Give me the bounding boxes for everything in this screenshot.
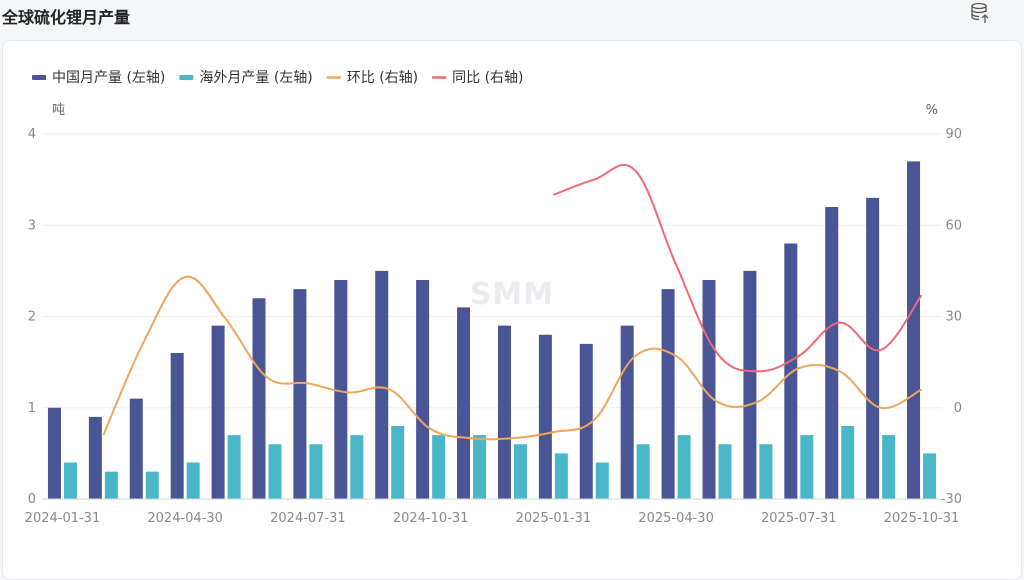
page-title: 全球硫化锂月产量	[2, 8, 131, 27]
bar-overseas[interactable]	[882, 435, 896, 499]
bar-china[interactable]	[293, 289, 307, 499]
bar-overseas[interactable]	[554, 453, 568, 499]
bar-overseas[interactable]	[759, 444, 773, 499]
x-tick-label: 2025-04-30	[638, 511, 714, 526]
bar-china[interactable]	[88, 416, 102, 499]
bar-overseas[interactable]	[227, 435, 241, 499]
bar-china[interactable]	[620, 325, 634, 499]
bar-overseas[interactable]	[268, 444, 282, 499]
bar-overseas[interactable]	[636, 444, 650, 499]
bar-overseas[interactable]	[432, 435, 446, 499]
legend-item-yoy[interactable]: 同比 (右轴)	[432, 70, 524, 86]
x-tick-label: 2024-07-31	[270, 511, 346, 526]
bar-china[interactable]	[457, 307, 471, 499]
bar-china[interactable]	[211, 325, 225, 499]
bar-china[interactable]	[538, 334, 552, 499]
y-right-tick-label: 0	[954, 401, 962, 416]
legend: 中国月产量 (左轴) 海外月产量 (左轴) 环比 (右轴) 同比 (右轴)	[32, 70, 524, 86]
y-right-tick-label: 30	[945, 310, 962, 325]
y-left-tick-label: 0	[28, 492, 36, 507]
database-export-icon[interactable]	[970, 2, 990, 24]
bar-overseas[interactable]	[309, 444, 323, 499]
legend-item-china[interactable]: 中国月产量 (左轴)	[32, 70, 165, 86]
y-left-tick-label: 3	[28, 218, 36, 233]
legend-label: 海外月产量 (左轴)	[199, 70, 312, 86]
y-right-tick-label: 60	[945, 218, 962, 233]
line-mom[interactable]	[102, 275, 922, 441]
y-left-tick-label: 2	[28, 310, 36, 325]
legend-label: 同比 (右轴)	[452, 70, 523, 86]
bar-overseas[interactable]	[186, 462, 200, 500]
y-right-unit: %	[926, 103, 938, 118]
x-tick-label: 2025-07-31	[761, 511, 837, 526]
bar-overseas[interactable]	[473, 435, 487, 499]
legend-swatch	[32, 75, 46, 80]
bar-china[interactable]	[661, 289, 675, 499]
bar-overseas[interactable]	[677, 435, 691, 499]
legend-label: 环比 (右轴)	[347, 70, 418, 86]
bar-china[interactable]	[907, 161, 921, 499]
x-tick-label: 2024-10-31	[393, 511, 469, 526]
bar-china[interactable]	[743, 270, 757, 499]
x-tick-label: 2025-10-31	[884, 511, 960, 526]
bar-overseas[interactable]	[350, 435, 364, 499]
bar-overseas[interactable]	[104, 471, 118, 499]
bar-overseas[interactable]	[923, 453, 937, 499]
bar-china[interactable]	[579, 343, 593, 499]
bar-overseas[interactable]	[391, 426, 405, 499]
y-left-tick-label: 1	[28, 401, 36, 416]
x-tick-label: 2024-04-30	[147, 511, 223, 526]
axes: 0 1 2 3 4 -30 0 30 60 90 吨 % 2024-01-31 2024-04-30 202…	[25, 103, 962, 526]
bars	[47, 161, 937, 500]
bar-china[interactable]	[129, 398, 143, 499]
bar-overseas[interactable]	[63, 462, 77, 500]
bar-overseas[interactable]	[513, 444, 527, 499]
bar-china[interactable]	[497, 325, 511, 499]
line-yoy[interactable]	[553, 163, 923, 373]
y-left-unit: 吨	[52, 103, 65, 118]
x-tick-label: 2024-01-31	[25, 511, 101, 526]
legend-item-mom[interactable]: 环比 (右轴)	[326, 70, 418, 86]
y-right-tick-label: -30	[941, 492, 962, 507]
bar-china[interactable]	[825, 207, 839, 499]
y-right-tick-label: 90	[945, 127, 962, 142]
bar-china[interactable]	[170, 353, 184, 499]
legend-item-overseas[interactable]: 海外月产量 (左轴)	[179, 70, 313, 86]
y-left-tick-label: 4	[28, 127, 36, 142]
bar-china[interactable]	[784, 243, 798, 500]
bar-overseas[interactable]	[841, 426, 855, 499]
bar-overseas[interactable]	[718, 444, 732, 499]
bar-overseas[interactable]	[145, 471, 159, 499]
bar-china[interactable]	[416, 280, 430, 499]
bar-china[interactable]	[252, 298, 266, 499]
chart: SMM 0 1 2 3 4 -30 0 30 60 90 吨 % 2024-01-31 2024-04-3…	[25, 70, 962, 526]
bar-overseas[interactable]	[595, 462, 609, 500]
bar-china[interactable]	[375, 270, 389, 499]
bar-china[interactable]	[47, 407, 61, 499]
watermark: SMM	[470, 277, 554, 312]
bar-overseas[interactable]	[800, 435, 814, 499]
bar-china[interactable]	[334, 280, 348, 499]
x-tick-label: 2025-01-31	[516, 511, 592, 526]
legend-label: 中国月产量 (左轴)	[52, 70, 165, 86]
legend-swatch	[179, 75, 194, 80]
lines	[102, 163, 923, 441]
